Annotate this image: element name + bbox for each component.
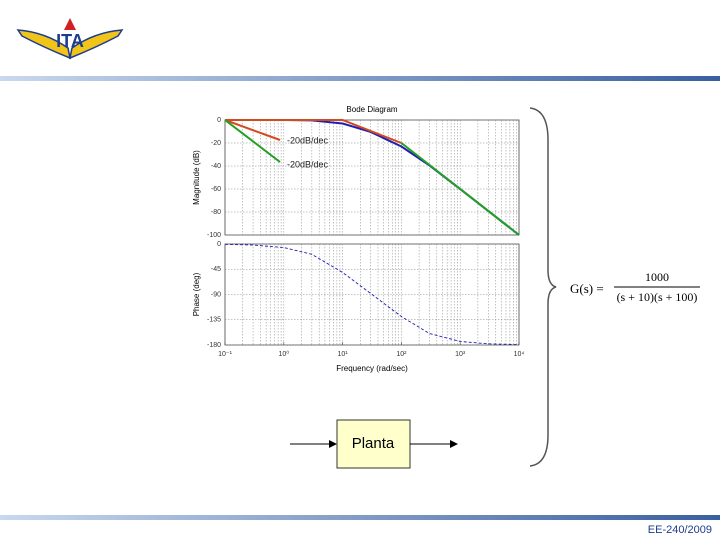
footer: EE-240/2009 — [648, 524, 712, 536]
y-tick-label: -180 — [207, 342, 221, 349]
x-tick-label: 10³ — [455, 351, 466, 358]
x-tick-label: 10⁻¹ — [218, 351, 232, 358]
brace — [529, 107, 557, 467]
y-tick-label: -45 — [211, 266, 221, 273]
formula-denominator: (s + 10)(s + 100) — [617, 290, 698, 304]
series-line — [400, 142, 520, 236]
annotation-line — [224, 119, 281, 163]
plot-area — [224, 119, 520, 236]
top-bar — [0, 76, 720, 81]
x-tick-label: 10⁰ — [279, 350, 290, 358]
annotation-line — [224, 119, 281, 141]
bottom-bar — [0, 515, 720, 520]
arrow-head — [329, 440, 337, 448]
y-tick-label: -90 — [211, 291, 221, 298]
y-axis-label: Magnitude (dB) — [192, 150, 201, 205]
annotation: -20dB/dec — [287, 159, 329, 169]
y-axis-label: Phase (deg) — [192, 272, 201, 316]
formula-numerator: 1000 — [645, 270, 669, 284]
y-tick-label: -100 — [207, 232, 221, 239]
series-line — [224, 243, 520, 346]
y-tick-label: 0 — [217, 117, 221, 124]
x-tick-label: 10¹ — [338, 351, 349, 358]
bode-plots: 0 -20 -40 -60 -80 -100 Bode Diagram Magnitude (… — [192, 105, 524, 373]
x-tick-label: 10⁴ — [514, 351, 525, 358]
annotation: -20dB/dec — [287, 135, 329, 145]
y-tick-label: -40 — [211, 163, 221, 170]
y-tick-label: -20 — [211, 140, 221, 147]
y-tick-label: -60 — [211, 186, 221, 193]
block-label: Planta — [352, 435, 395, 452]
y-tick-label: -80 — [211, 209, 221, 216]
series-line — [225, 119, 402, 144]
logo-text: ITA — [56, 31, 84, 51]
logo: ITA — [16, 18, 124, 60]
arrow-head — [450, 440, 458, 448]
x-tick-label: 10² — [396, 351, 407, 358]
x-axis-label: Frequency (rad/sec) — [336, 364, 408, 373]
formula-lhs: G(s) = — [570, 281, 604, 296]
y-tick-label: 0 — [217, 241, 221, 248]
chart-title: Bode Diagram — [346, 105, 397, 114]
y-tick-label: -135 — [207, 317, 221, 324]
